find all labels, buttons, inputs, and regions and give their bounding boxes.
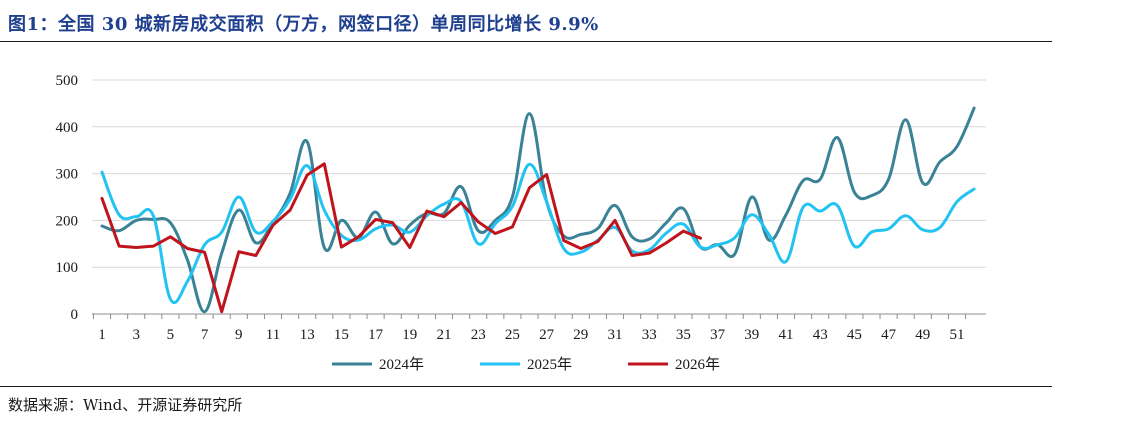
top-divider xyxy=(0,41,1052,42)
y-tick-label: 100 xyxy=(56,260,79,276)
y-tick-label: 500 xyxy=(56,73,79,89)
bottom-divider xyxy=(0,386,1052,387)
x-tick-label: 51 xyxy=(950,327,965,343)
x-tick-label: 27 xyxy=(539,327,555,343)
legend-label: 2026年 xyxy=(675,356,720,373)
y-tick-label: 0 xyxy=(71,307,79,323)
x-tick-label: 7 xyxy=(201,327,209,343)
x-tick-label: 39 xyxy=(744,327,759,343)
x-tick-label: 33 xyxy=(642,327,657,343)
x-tick-label: 41 xyxy=(779,327,794,343)
y-tick-label: 200 xyxy=(56,213,79,229)
series-line-2025 xyxy=(100,162,976,305)
x-tick-label: 35 xyxy=(676,327,691,343)
x-tick-label: 11 xyxy=(266,327,280,343)
x-tick-label: 1 xyxy=(98,327,106,343)
x-tick-label: 17 xyxy=(368,327,384,343)
y-tick-label: 300 xyxy=(56,167,79,183)
x-tick-label: 5 xyxy=(167,327,175,343)
x-tick-label: 15 xyxy=(334,327,349,343)
x-tick-label: 9 xyxy=(235,327,243,343)
x-tick-label: 31 xyxy=(608,327,623,343)
series-line-2024 xyxy=(100,106,976,314)
y-tick-label: 400 xyxy=(56,120,79,136)
x-tick-label: 43 xyxy=(813,327,828,343)
chart-title: 图1：全国 30 城新房成交面积（万方，网签口径）单周同比增长 9.9% xyxy=(8,14,599,35)
x-tick-label: 37 xyxy=(710,327,726,343)
source-note: 数据来源：Wind、开源证券研究所 xyxy=(8,396,243,414)
legend-label: 2025年 xyxy=(527,356,572,373)
x-tick-label: 3 xyxy=(132,327,140,343)
x-tick-label: 25 xyxy=(505,327,520,343)
x-tick-label: 19 xyxy=(402,327,417,343)
x-tick-label: 49 xyxy=(915,327,930,343)
x-tick-label: 45 xyxy=(847,327,862,343)
x-tick-label: 23 xyxy=(471,327,486,343)
x-tick-label: 47 xyxy=(881,327,897,343)
x-tick-label: 21 xyxy=(437,327,452,343)
x-tick-label: 29 xyxy=(573,327,588,343)
legend-label: 2024年 xyxy=(379,356,424,373)
x-tick-label: 13 xyxy=(300,327,315,343)
series-line-2026 xyxy=(100,162,702,314)
